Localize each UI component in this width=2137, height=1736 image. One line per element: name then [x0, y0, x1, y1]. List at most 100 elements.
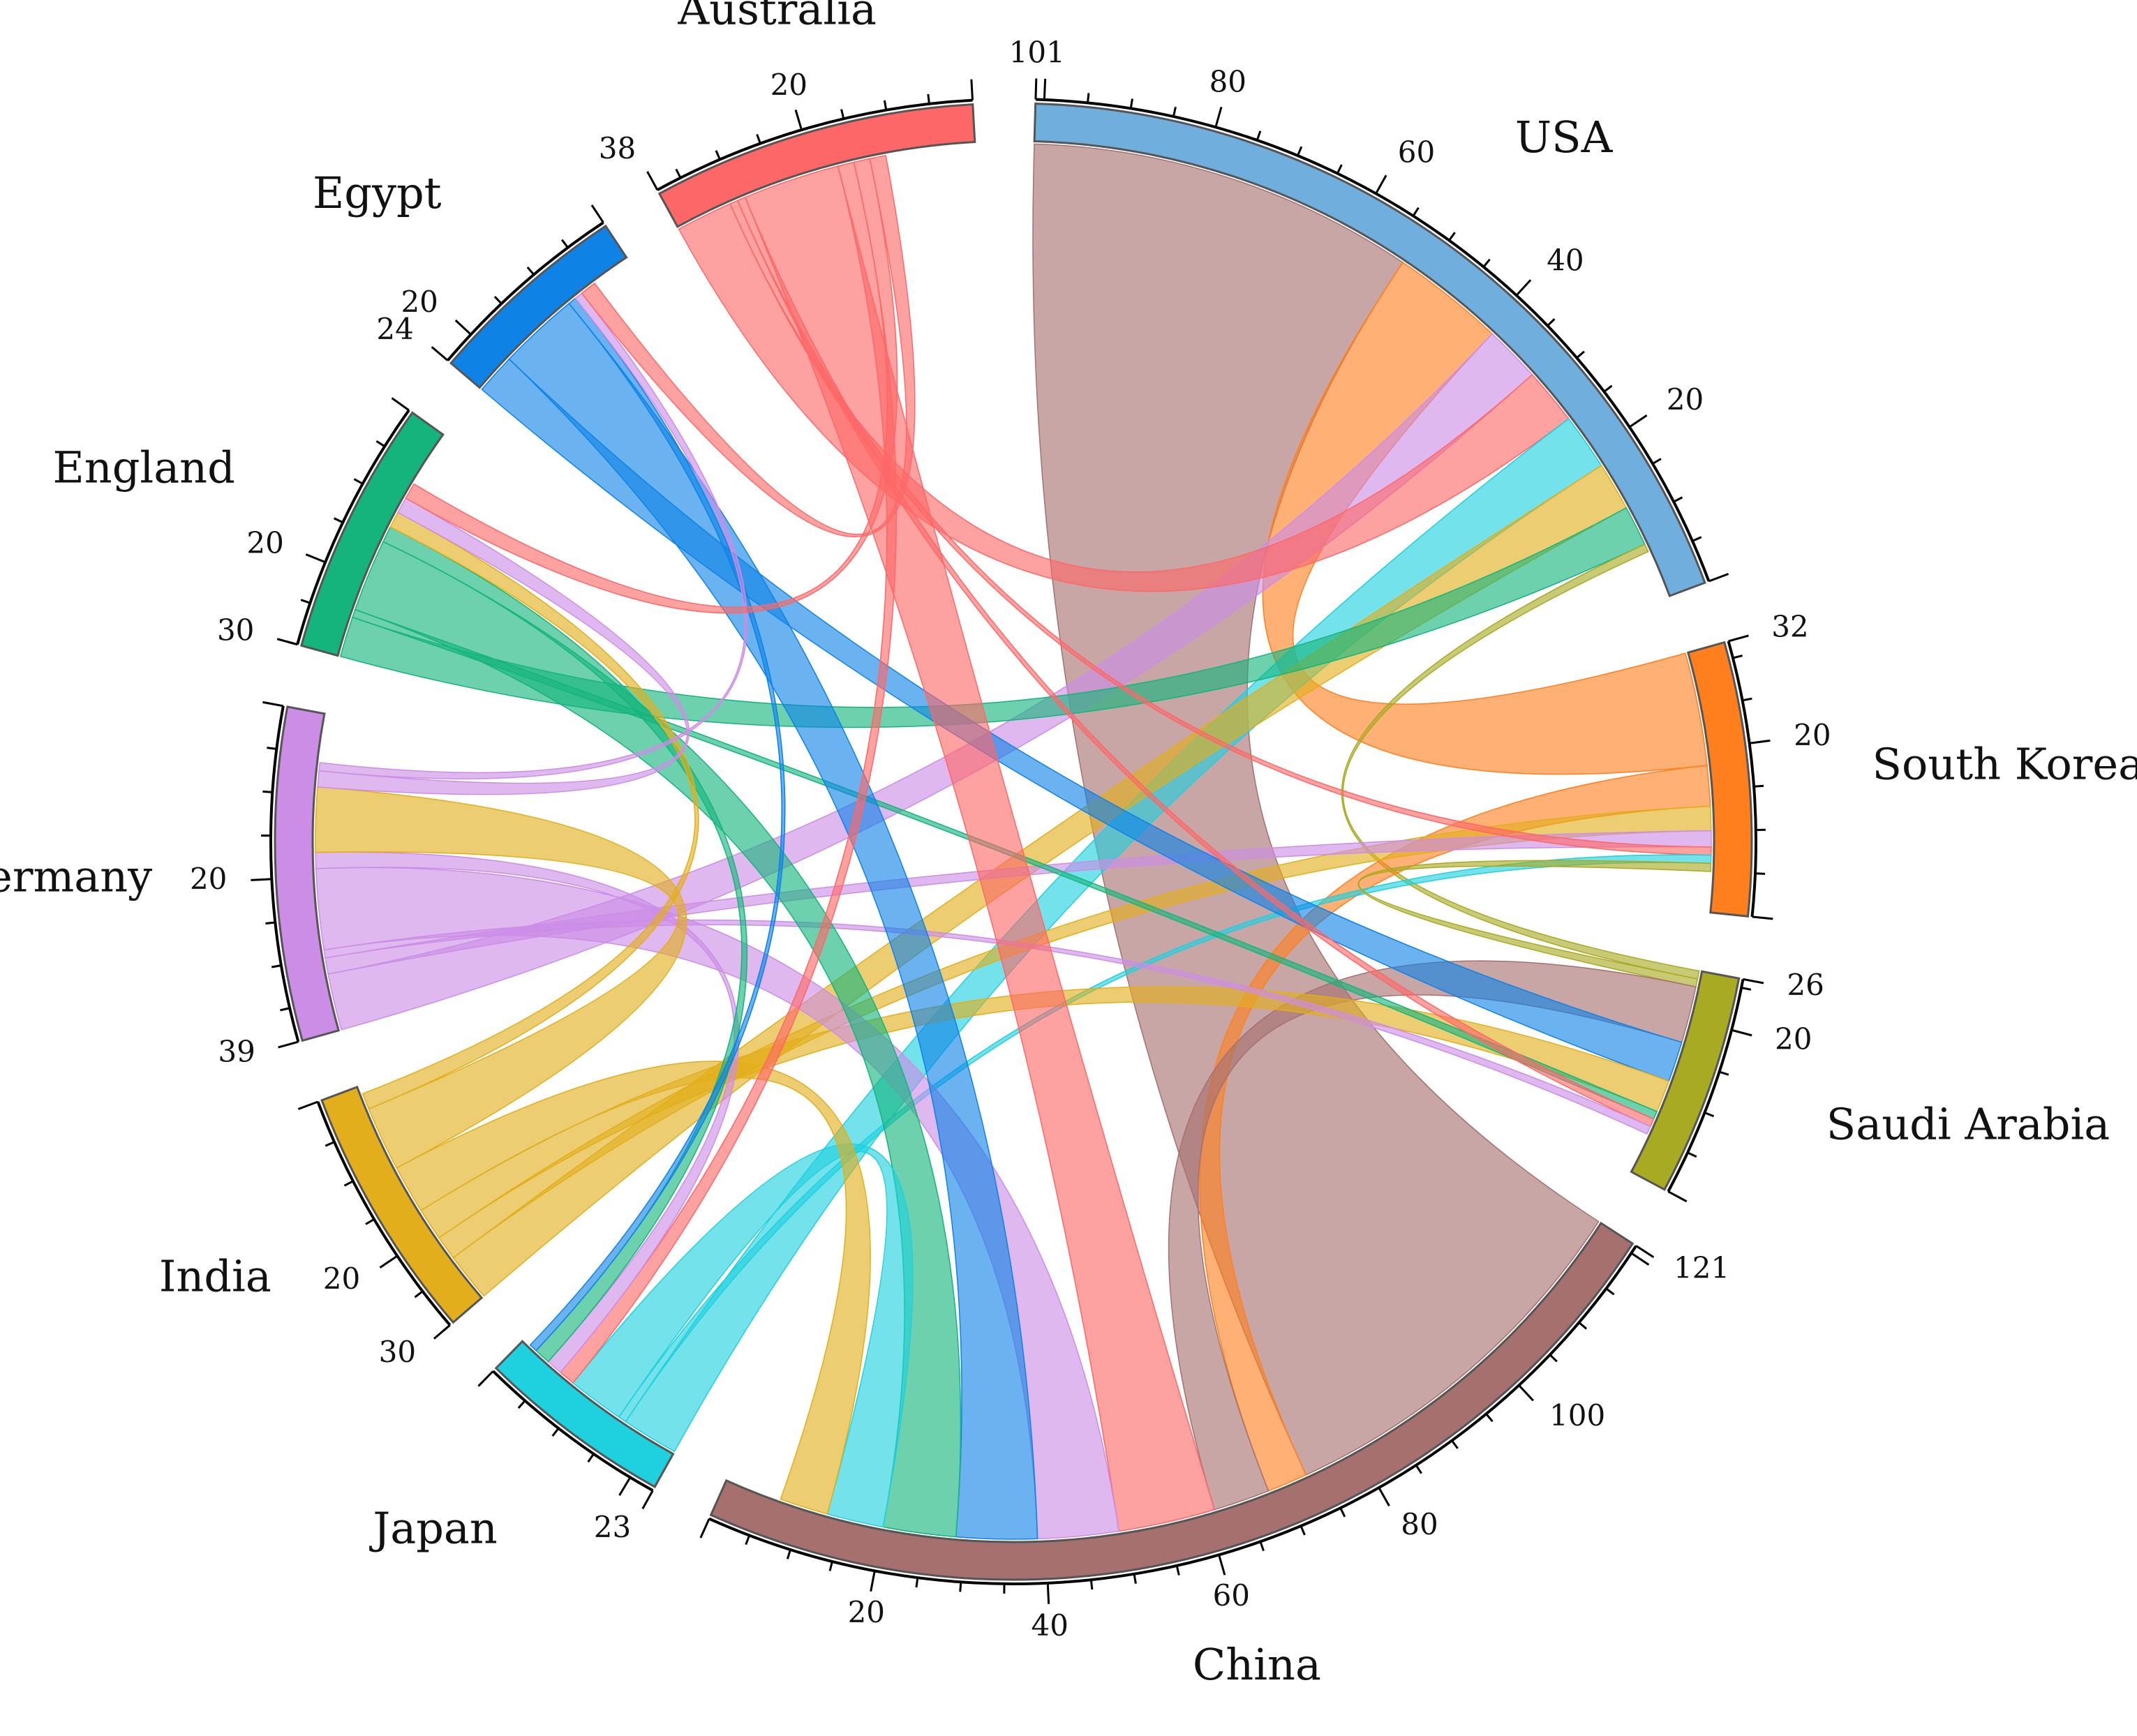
tick-mark-usa	[1708, 573, 1729, 583]
tick-label-australia: 20	[770, 68, 807, 102]
tick-mark-china	[1630, 1252, 1650, 1266]
tick-mark-australia	[883, 100, 888, 110]
tick-mark-usa	[1692, 536, 1702, 542]
total-label-england: 30	[217, 613, 254, 648]
node-label-south-korea: South Korea	[1872, 738, 2137, 789]
tick-mark-china	[1605, 1287, 1615, 1296]
total-label-china: 121	[1674, 1250, 1729, 1285]
axis-south-korea	[1727, 641, 1757, 918]
node-label-china: China	[1193, 1639, 1321, 1690]
ribbon-india-to-england	[362, 511, 699, 1110]
total-label-japan: 23	[594, 1510, 631, 1544]
tick-mark-china	[1378, 1487, 1390, 1506]
tick-mark-china	[1133, 1573, 1137, 1584]
tick-mark-egypt	[560, 239, 569, 248]
tick-mark-china	[1089, 1579, 1094, 1590]
ribbon-india-to-china	[396, 1061, 871, 1515]
node-label-india: India	[159, 1251, 271, 1302]
ribbon-egypt-to-japan	[529, 297, 786, 1352]
tick-mark-australia	[840, 109, 845, 119]
tick-mark-germany	[265, 921, 276, 925]
tick-mark-australia	[970, 79, 974, 100]
tick-label-china: 60	[1213, 1578, 1250, 1612]
tick-mark-china	[1578, 1322, 1588, 1330]
tick-mark-australia	[646, 171, 659, 190]
tick-mark-england	[300, 599, 311, 604]
tick-mark-australia	[715, 150, 721, 160]
tick-mark-england	[353, 478, 364, 485]
tick-mark-japan	[618, 1476, 632, 1496]
node-arc-china	[709, 1221, 1635, 1581]
tick-mark-china	[786, 1549, 791, 1559]
tick-mark-usa	[1482, 258, 1491, 268]
tick-mark-egypt	[590, 204, 604, 223]
tick-label-china: 100	[1549, 1398, 1605, 1432]
ribbon-australia-to-england	[405, 158, 898, 614]
tick-mark-england	[333, 517, 343, 524]
tick-label-usa: 80	[1209, 65, 1246, 99]
tick-mark-japan	[517, 1400, 526, 1409]
node-label-japan: Japan	[368, 1502, 497, 1553]
ribbon-australia-to-egypt	[581, 154, 916, 537]
tick-mark-saudi-arabia	[1741, 987, 1752, 991]
tick-mark-japan	[587, 1453, 595, 1463]
tick-label-germany: 20	[190, 862, 227, 896]
tick-mark-usa	[1448, 232, 1456, 241]
tick-mark-saudi-arabia	[1731, 1028, 1752, 1037]
ribbon-china-to-saudi-arabia	[1168, 960, 1697, 1511]
ribbon-england-to-japan	[382, 526, 748, 1363]
tick-mark-usa	[1172, 107, 1177, 117]
tick-mark-germany	[271, 964, 282, 968]
ribbon-india-to-germany	[315, 786, 687, 1169]
tick-mark-saudi-arabia	[1667, 1190, 1688, 1203]
tick-mark-usa	[1087, 93, 1090, 103]
tick-mark-saudi-arabia	[1704, 1112, 1715, 1118]
node-arc-japan	[494, 1340, 675, 1488]
tick-mark-saudi-arabia	[1743, 978, 1764, 985]
node-arc-south-korea	[1686, 641, 1753, 918]
tick-mark-australia	[927, 93, 930, 105]
tick-mark-saudi-arabia	[1719, 1070, 1729, 1076]
axis-saudi-arabia	[1667, 979, 1745, 1192]
tick-mark-south-korea	[1732, 654, 1743, 659]
tick-mark-china	[828, 1561, 833, 1571]
tick-mark-china	[959, 1582, 962, 1592]
tick-mark-usa	[1576, 350, 1585, 359]
ribbon-saudi-arabia-to-south-korea	[1357, 860, 1712, 988]
total-label-saudi-arabia: 26	[1787, 968, 1824, 1002]
total-label-australia: 38	[599, 131, 636, 165]
tick-mark-china	[1485, 1413, 1494, 1423]
tick-label-usa: 20	[1667, 382, 1704, 417]
axis-japan	[492, 1370, 654, 1492]
ribbon-australia-to-japan	[560, 161, 897, 1384]
tick-mark-usa	[1628, 414, 1648, 428]
tick-mark-china	[1259, 1541, 1265, 1552]
tick-mark-south-korea	[1749, 739, 1771, 744]
node-label-australia: Australia	[677, 0, 877, 34]
tick-mark-germany	[280, 1007, 290, 1012]
node-arc-usa	[1033, 102, 1706, 598]
axis-egypt	[446, 221, 604, 361]
tick-mark-usa	[1256, 130, 1262, 141]
tick-mark-india	[379, 1255, 399, 1269]
ribbon-germany-to-usa	[327, 333, 1533, 1031]
tick-mark-usa	[1673, 496, 1683, 503]
tick-label-china: 40	[1031, 1608, 1068, 1643]
tick-mark-china	[1415, 1465, 1422, 1474]
node-label-saudi-arabia: Saudi Arabia	[1826, 1099, 2110, 1150]
tick-mark-australia	[675, 168, 682, 179]
tick-mark-england	[305, 553, 326, 564]
axis-usa	[1035, 98, 1711, 582]
ribbon-layer	[315, 143, 1712, 1540]
label-layer: 20 40 60 80 101 USA 20 32 South Korea 20 26 Saudi A…	[0, 0, 2137, 1690]
node-label-england: England	[53, 442, 235, 493]
tick-mark-india	[433, 1324, 451, 1340]
tick-mark-usa	[1515, 279, 1532, 297]
tick-mark-usa	[1652, 458, 1662, 465]
tick-label-egypt: 20	[401, 285, 438, 319]
axis-china	[708, 1245, 1637, 1585]
tick-mark-china	[745, 1534, 751, 1546]
tick-mark-egypt	[454, 319, 472, 336]
tick-mark-india	[343, 1180, 354, 1187]
tick-mark-germany	[267, 747, 277, 750]
